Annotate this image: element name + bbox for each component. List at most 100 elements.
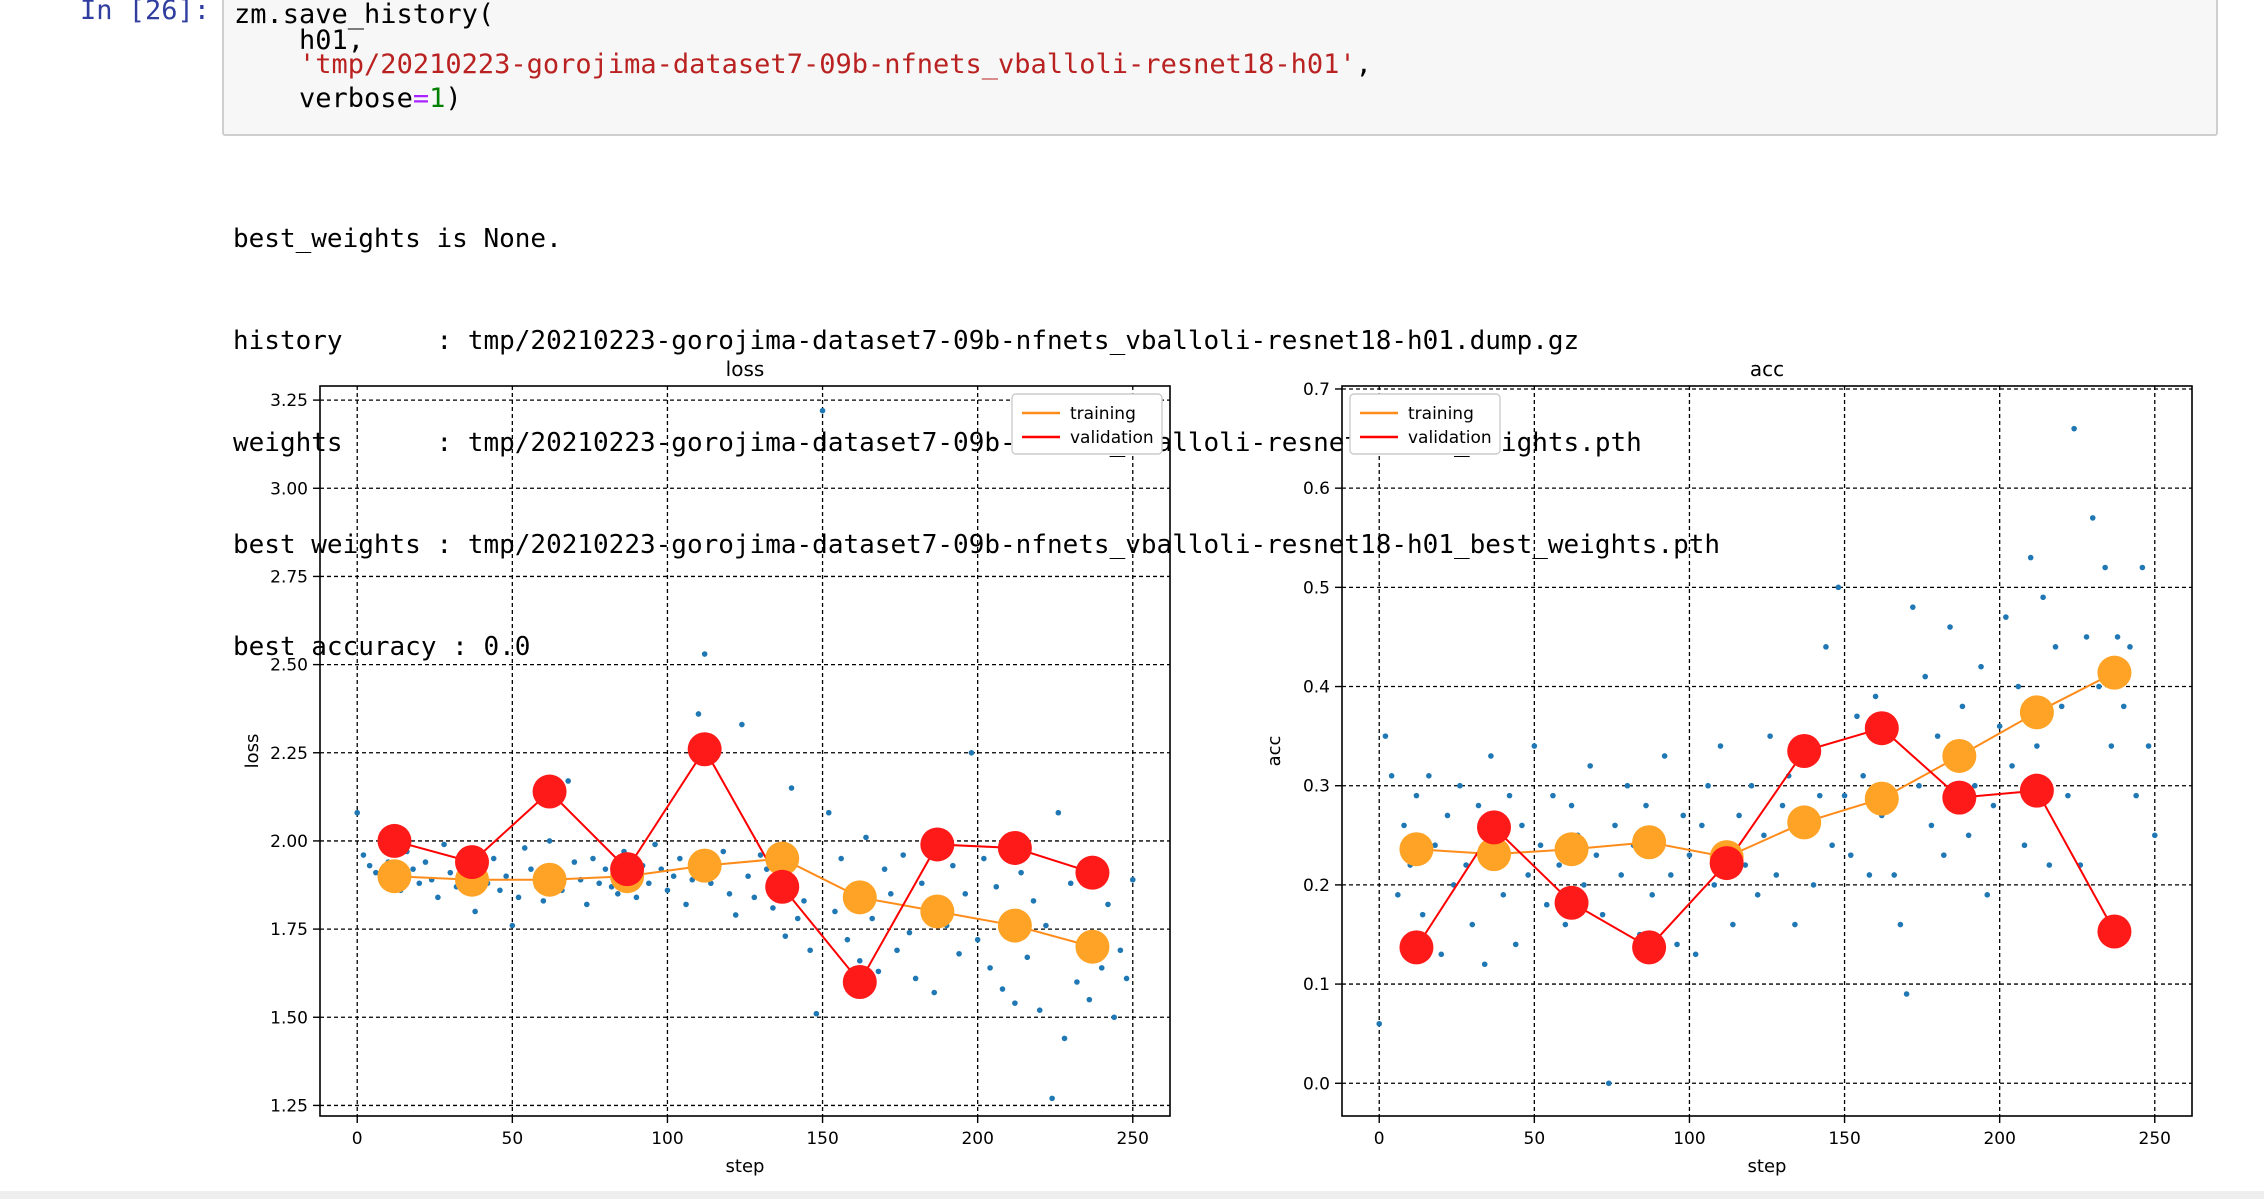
scatter-point	[1061, 1035, 1068, 1042]
scatter-point	[1872, 693, 1879, 700]
scatter-point	[919, 880, 925, 887]
x-tick-label: 0	[352, 1129, 363, 1149]
scatter-point	[2120, 703, 2127, 710]
scatter-point	[1705, 782, 1711, 789]
scatter-point	[888, 891, 894, 897]
scatter-point	[912, 975, 919, 982]
chart-title: acc	[1750, 357, 1784, 381]
validation-point	[1632, 930, 1667, 965]
scatter-point	[956, 950, 962, 957]
scatter-point	[838, 855, 844, 862]
validation-point	[1477, 810, 1512, 845]
validation-point	[1554, 885, 1589, 920]
training-point	[1864, 781, 1899, 816]
scatter-point	[1469, 921, 1476, 928]
scatter-point	[1605, 1080, 1612, 1087]
scatter-point	[1748, 782, 1755, 789]
y-tick-label: 0.3	[1303, 777, 1330, 797]
scatter-point	[1376, 1020, 1383, 1027]
scatter-point	[1481, 961, 1488, 968]
validation-point	[2097, 914, 2132, 949]
scatter-point	[881, 866, 888, 872]
scatter-point	[993, 883, 1000, 890]
scatter-point	[1810, 882, 1817, 888]
training-point	[842, 880, 877, 915]
scatter-point	[875, 968, 882, 975]
scatter-point	[1531, 743, 1538, 749]
scatter-point	[1699, 822, 1705, 829]
scatter-point	[1117, 947, 1124, 954]
training-line	[394, 857, 1093, 948]
scatter-point	[1049, 1095, 1055, 1102]
y-tick-label: 3.00	[270, 479, 308, 499]
scatter-point	[794, 915, 801, 922]
scatter-point	[1972, 782, 1978, 789]
scatter-point	[646, 880, 652, 887]
scatter-point	[1742, 862, 1749, 868]
validation-point	[1942, 780, 1977, 815]
scatter-point	[931, 989, 938, 996]
y-tick-label: 3.25	[270, 391, 308, 411]
scatter-point	[1947, 624, 1953, 630]
scatter-point	[968, 749, 975, 756]
scatter-point	[1692, 951, 1699, 958]
x-tick-label: 200	[961, 1129, 993, 1149]
scatter-point	[1984, 892, 1991, 898]
scatter-point	[1897, 921, 1904, 928]
y-tick-label: 0.7	[1303, 380, 1330, 400]
scatter-point	[1550, 792, 1556, 799]
code-cell-input[interactable]: zm.save_history( h01, 'tmp/20210223-goro…	[222, 0, 2218, 136]
scatter-point	[670, 873, 677, 879]
scatter-point	[1401, 822, 1407, 829]
x-tick-label: 50	[1524, 1129, 1546, 1149]
y-tick-label: 1.50	[270, 1008, 308, 1028]
scatter-point	[1767, 733, 1773, 739]
scatter-point	[1568, 802, 1575, 809]
scatter-point	[894, 947, 900, 954]
training-point	[1632, 825, 1667, 860]
x-tick-label: 0	[1374, 1129, 1385, 1149]
code-line-4: verbose=1)	[299, 83, 462, 114]
plots-figure: 0 50 100 150 200 250 1.25 1.50 1.75 2.00 2.25 2.50 2…	[242, 357, 2193, 1177]
chart-acc: 0 50 100 150 200 250 0.0 0.1 0.2 0.3 0.4 0.5 0.6 0.7 a…	[1264, 357, 2193, 1177]
scatter-point	[1624, 782, 1631, 789]
training-point	[765, 841, 800, 876]
validation-point	[455, 845, 490, 880]
scatter-point	[1012, 1000, 1018, 1006]
scatter-point	[515, 894, 522, 901]
scatter-point	[1438, 951, 1445, 958]
scatter-point	[540, 898, 547, 904]
output-line: best weights : tmp/20210223-gorojima-dat…	[233, 530, 1721, 560]
scatter-point	[521, 845, 528, 851]
scatter-point	[1860, 772, 1866, 779]
scatter-point	[2003, 614, 2009, 620]
scatter-point	[1643, 802, 1649, 809]
scatter-point	[2133, 792, 2139, 799]
scatter-point	[869, 915, 875, 922]
scatter-point	[1506, 792, 1513, 799]
scatter-point	[1978, 663, 1984, 670]
scatter-point	[1537, 842, 1544, 849]
legend-box	[1349, 393, 1501, 455]
y-tick-label: 0.2	[1303, 876, 1330, 896]
scatter-point	[509, 922, 516, 929]
y-tick-label: 1.25	[270, 1096, 308, 1116]
scatter-point	[1413, 792, 1420, 799]
x-tick-label: 200	[1983, 1129, 2015, 1149]
scatter-point	[720, 848, 727, 855]
scatter-point	[1024, 954, 1031, 961]
axes-frame	[319, 385, 1171, 1117]
scatter-point	[1934, 733, 1941, 739]
scatter-point	[987, 965, 993, 971]
scatter-point	[583, 901, 590, 908]
y-tick-label: 0.0	[1303, 1074, 1330, 1094]
scatter-point	[2139, 564, 2146, 571]
scatter-point	[1866, 872, 1873, 878]
scatter-point	[1599, 911, 1606, 918]
scatter-point	[751, 894, 758, 901]
scatter-point	[1816, 792, 1823, 799]
legend-training-label: training	[1408, 404, 1474, 424]
scatter-point	[1959, 703, 1966, 710]
scatter-point	[1928, 822, 1935, 829]
scatter-point	[745, 873, 751, 879]
